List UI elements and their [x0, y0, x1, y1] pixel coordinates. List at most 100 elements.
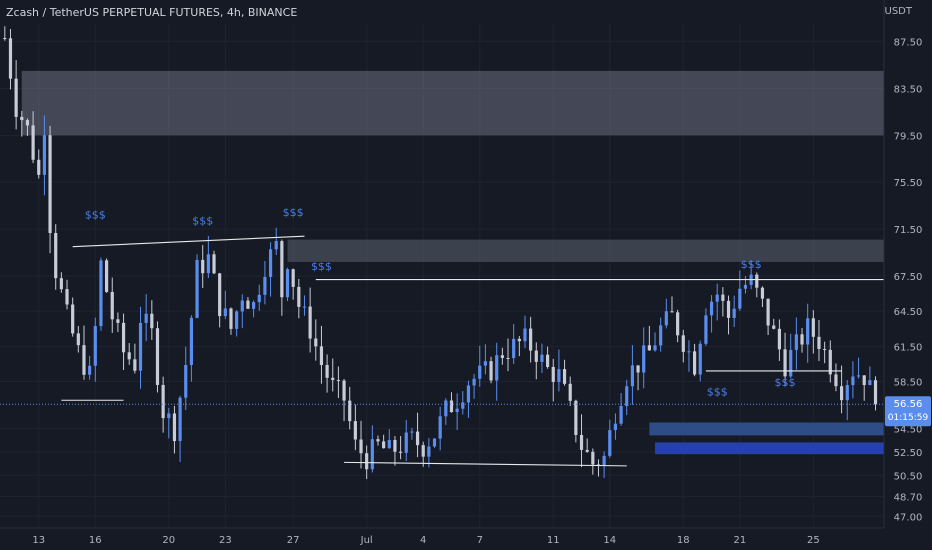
candle-up — [240, 300, 244, 312]
time-tick-label: 13 — [32, 535, 45, 546]
candle-up — [268, 249, 273, 277]
candle-up — [274, 241, 278, 250]
candle-up — [698, 343, 702, 375]
time-axis-bg — [0, 528, 884, 550]
price-tag-countdown: 01:15:59 — [888, 413, 929, 423]
candle-up — [704, 315, 708, 344]
candle-down — [314, 338, 318, 347]
time-tick-label: Jul — [360, 535, 373, 546]
price-tick-label: 54.50 — [894, 424, 923, 435]
candle-up — [794, 334, 798, 350]
price-axis[interactable]: 47.00 48.70 50.50 52.50 54.50 58.50 61.50 64.50… — [883, 0, 932, 550]
candle-down — [319, 346, 324, 365]
candle-down — [562, 369, 567, 384]
candle-down — [777, 328, 782, 350]
candle-down — [647, 345, 651, 351]
equal-highs-line-left — [72, 235, 305, 248]
price-tick-label: 75.50 — [894, 178, 923, 189]
candle-up — [206, 254, 210, 274]
candle-up — [523, 328, 527, 342]
candle-up — [619, 406, 623, 424]
price-tick-label: 52.50 — [894, 448, 923, 459]
candle-up — [664, 311, 668, 326]
candle-down — [760, 287, 765, 299]
candle-down — [376, 439, 380, 442]
candle-down — [172, 413, 177, 442]
candle-up — [461, 402, 465, 409]
candle-up — [404, 432, 408, 453]
candle-down — [766, 298, 770, 326]
candle-up — [387, 439, 391, 449]
candle-down — [48, 135, 52, 234]
candle-down — [336, 379, 341, 381]
liquidity-label: $$$ — [283, 206, 304, 219]
candle-down — [3, 38, 7, 40]
price-tick-label: 61.50 — [894, 342, 923, 353]
candle-down — [574, 400, 578, 435]
candle-up — [438, 416, 442, 439]
candle-down — [862, 375, 866, 386]
candle-down — [54, 233, 58, 279]
time-tick-label: 14 — [603, 535, 616, 546]
candle-down — [20, 116, 24, 121]
candle-down — [382, 441, 386, 449]
candle-up — [743, 284, 748, 289]
candle-up — [495, 355, 499, 381]
candle-up — [93, 326, 97, 366]
candle-down — [670, 311, 674, 313]
time-axis[interactable]: 13 16 20 23 27 Jul 4 7 11 14 18 21 25 — [0, 527, 884, 550]
candle-up — [625, 386, 629, 407]
time-tick-label: 16 — [89, 535, 102, 546]
candle-up — [99, 260, 103, 327]
candle-down — [772, 325, 776, 329]
candle-down — [65, 289, 69, 305]
candle-up — [851, 376, 855, 386]
candle-down — [415, 431, 420, 446]
candle-up — [483, 361, 488, 366]
candle-up — [512, 338, 516, 359]
candle-down — [755, 274, 759, 288]
candle-up — [285, 269, 290, 298]
candle-up — [540, 354, 544, 362]
candle-up — [251, 302, 256, 309]
candle-down — [591, 451, 595, 465]
candle-down — [133, 359, 137, 371]
candle-up — [302, 306, 307, 308]
candle-down — [800, 334, 804, 345]
price-tick-label: 71.50 — [894, 225, 923, 236]
range-low-line — [344, 461, 627, 467]
price-axis-bg — [884, 0, 932, 550]
candle-up — [806, 318, 810, 345]
candle-up — [659, 325, 663, 346]
currency-label: USDT — [884, 6, 912, 17]
candle-down — [308, 306, 312, 339]
candle-up — [144, 313, 148, 323]
time-tick-label: 20 — [162, 535, 175, 546]
candle-down — [104, 260, 109, 292]
candle-down — [121, 322, 126, 353]
candle-up — [466, 385, 471, 403]
candle-up — [856, 375, 861, 377]
candle-down — [246, 300, 250, 309]
candle-down — [59, 278, 63, 290]
candle-up — [223, 308, 227, 317]
candle-down — [873, 380, 878, 405]
candle-down — [551, 366, 555, 382]
liquidity-label: $$$ — [311, 260, 332, 273]
time-tick-label: 23 — [219, 535, 232, 546]
candle-up — [472, 378, 476, 386]
candle-up — [715, 294, 719, 302]
candle-down — [37, 159, 41, 175]
price-tick-label: 47.00 — [894, 512, 923, 523]
candle-up — [184, 365, 188, 398]
candle-down — [828, 349, 832, 375]
candle-down — [212, 254, 216, 274]
candle-down — [116, 319, 120, 323]
price-tag-box — [885, 396, 931, 427]
candle-down — [76, 333, 80, 346]
candle-up — [455, 408, 459, 413]
candle-down — [811, 318, 815, 337]
price-tick-label: 48.70 — [894, 492, 923, 503]
candle-down — [342, 380, 346, 401]
